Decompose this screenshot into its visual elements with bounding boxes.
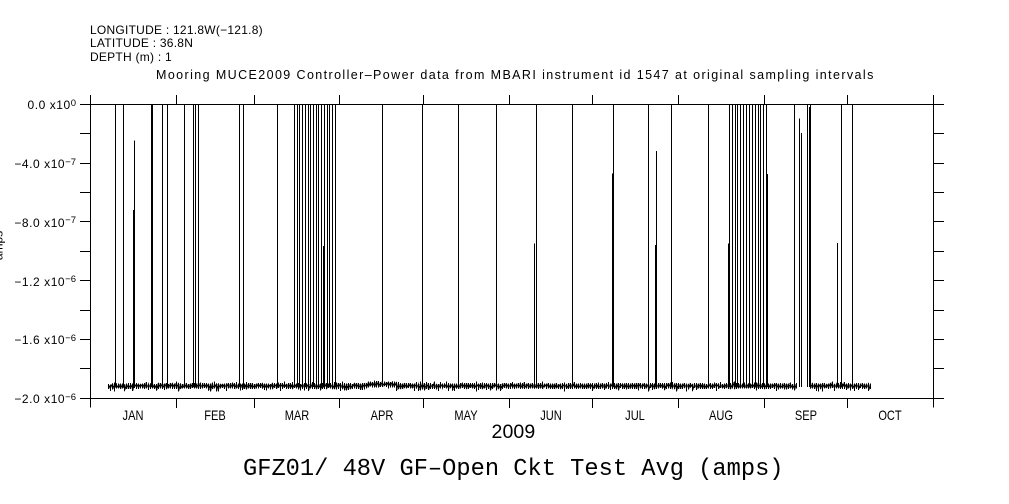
- svg-text:amps: amps: [0, 231, 6, 260]
